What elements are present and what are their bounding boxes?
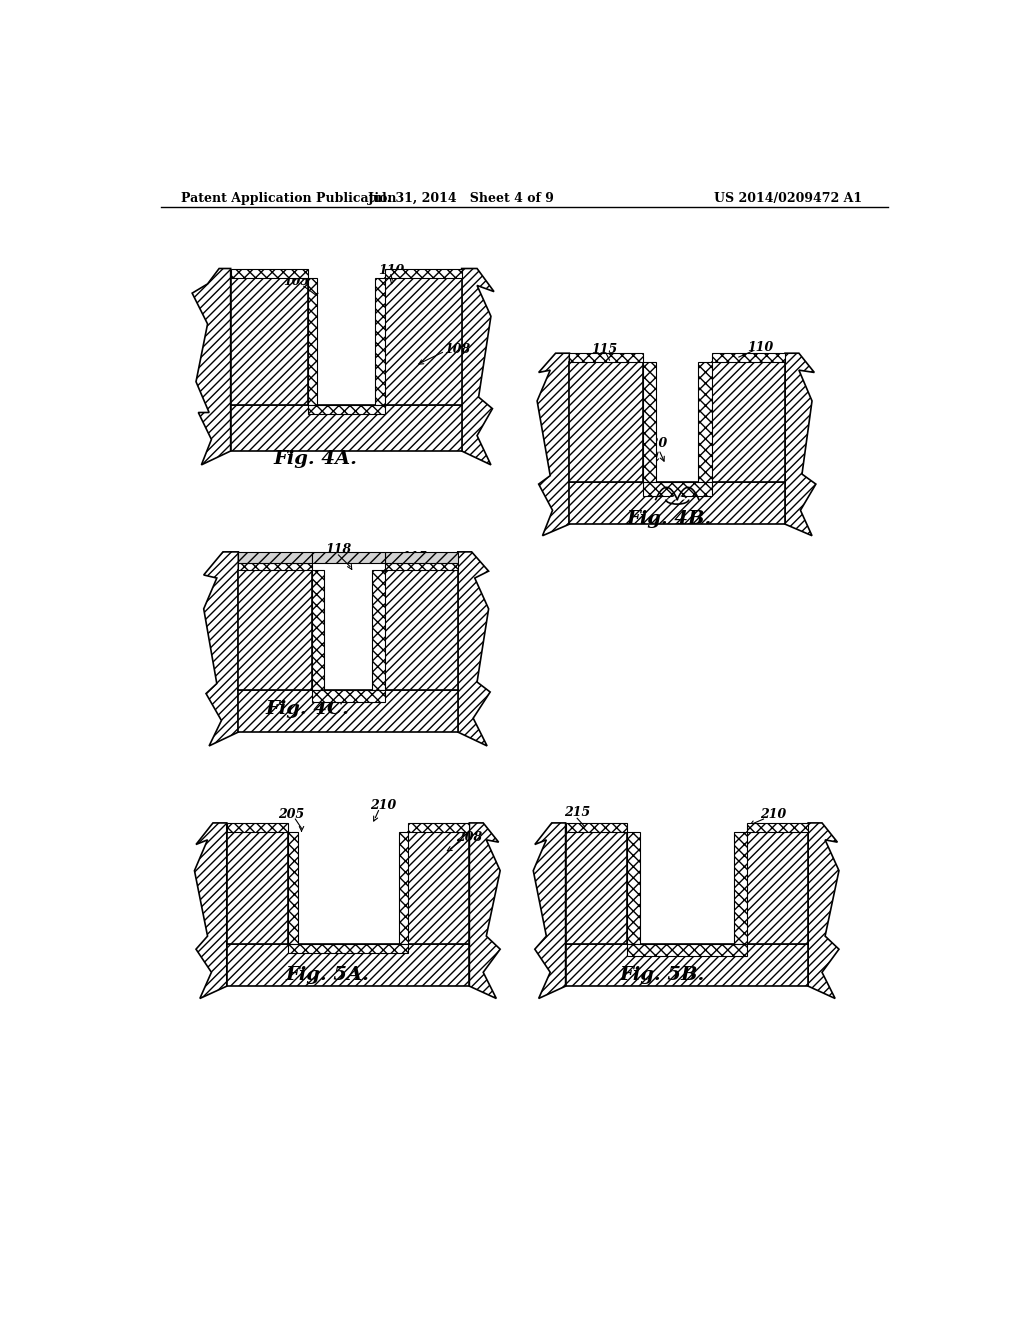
Polygon shape [469,822,500,998]
Bar [398,832,408,944]
Bar [307,277,316,405]
Bar [289,944,408,953]
Bar [289,832,298,944]
Text: Fig. 5A.: Fig. 5A. [285,966,369,983]
Text: 120: 120 [641,437,668,450]
Bar [376,277,385,405]
Bar [230,268,307,277]
Bar [569,354,643,363]
Bar [373,570,385,689]
Text: Fig. 4B.: Fig. 4B. [627,510,712,528]
Bar [628,944,746,956]
Bar [569,482,785,524]
Bar [565,822,628,832]
Polygon shape [204,552,239,746]
Bar [307,405,385,414]
Bar [239,689,458,733]
Text: Fig. 4C.: Fig. 4C. [265,700,349,718]
Bar [734,832,746,944]
Text: 108: 108 [444,343,471,356]
Bar [408,822,469,832]
Text: 110: 110 [400,560,427,573]
Text: 115: 115 [400,550,427,564]
Text: Fig. 4A.: Fig. 4A. [273,450,357,467]
Polygon shape [195,822,226,998]
Bar [226,822,289,832]
Bar [226,944,469,986]
Bar [628,832,640,944]
Text: Jul. 31, 2014   Sheet 4 of 9: Jul. 31, 2014 Sheet 4 of 9 [369,191,555,205]
Bar [385,552,458,562]
Bar [643,482,712,496]
Text: Fig. 5B.: Fig. 5B. [620,966,705,983]
Bar [746,822,808,832]
Bar [385,268,462,277]
Polygon shape [538,354,569,536]
Polygon shape [667,495,688,499]
Bar [385,562,458,570]
Text: 115: 115 [591,343,617,356]
Bar [230,277,307,405]
Bar [311,570,324,689]
Polygon shape [462,268,494,465]
Polygon shape [785,354,816,536]
Text: 215: 215 [564,807,590,820]
Bar [746,832,808,944]
Bar [239,570,311,689]
Bar [565,944,808,986]
Text: 118: 118 [326,543,351,556]
Bar [239,562,311,570]
Polygon shape [193,268,230,465]
Bar [230,405,462,451]
Text: 210: 210 [761,808,786,821]
Text: 110: 110 [748,341,773,354]
Text: 210: 210 [370,799,396,812]
Bar [643,363,656,482]
Polygon shape [458,552,490,746]
Bar [712,363,785,482]
Bar [385,277,462,405]
Text: 205: 205 [278,808,304,821]
Bar [698,363,712,482]
Text: 105: 105 [283,275,309,288]
Polygon shape [534,822,565,998]
Bar [239,552,311,562]
Text: 110: 110 [378,264,403,277]
Polygon shape [808,822,839,998]
Bar [226,832,289,944]
Bar [565,832,628,944]
Text: Patent Application Publication: Patent Application Publication [180,191,396,205]
Bar [712,354,785,363]
Bar [408,832,469,944]
Text: US 2014/0209472 A1: US 2014/0209472 A1 [714,191,862,205]
Bar [311,689,385,702]
Bar [569,363,643,482]
Bar [385,570,458,689]
Bar [311,552,385,562]
Text: 208: 208 [457,832,482,843]
